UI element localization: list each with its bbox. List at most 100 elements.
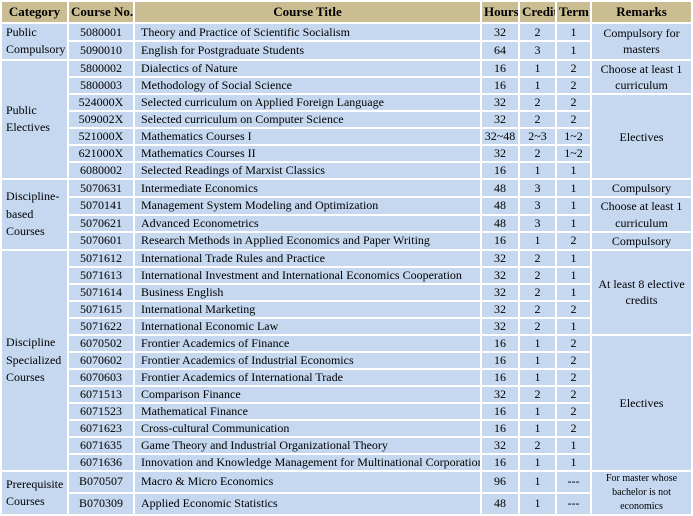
credit-cell: 3 [520, 198, 555, 214]
category-cell: Public Compulsory [2, 24, 67, 59]
term-cell: --- [557, 493, 590, 514]
hours-cell: 32 [482, 95, 518, 111]
table-row: 5090010 English for Postgraduate Student… [2, 42, 691, 59]
course-no-cell: 509002X [69, 112, 133, 128]
remarks-cell: Compulsory [592, 180, 691, 197]
course-title-cell: Business English [135, 284, 480, 300]
category-cell: Discipline Specialized Courses [2, 250, 67, 470]
hours-cell: 32 [482, 301, 518, 317]
remarks-cell: Choose at least 1 curriculum [592, 60, 691, 94]
table-row: 5070601 Research Methods in Applied Econ… [2, 232, 691, 249]
hours-cell: 48 [482, 215, 518, 231]
course-title-cell: Cross-cultural Communication [135, 420, 480, 436]
hours-cell: 16 [482, 77, 518, 94]
credit-cell: 1 [520, 77, 555, 94]
hours-cell: 32 [482, 284, 518, 300]
credit-cell: 2 [520, 318, 555, 334]
course-no-cell: 6071636 [69, 454, 133, 470]
hours-cell: 96 [482, 471, 518, 492]
table-row: 6071523 Mathematical Finance 16 1 2 [2, 403, 691, 419]
course-title-cell: International Investment and Internation… [135, 267, 480, 283]
header-row: Category Course No. Course Title Hours C… [2, 2, 691, 22]
credit-cell: 2 [520, 112, 555, 128]
header-term: Term [557, 2, 590, 22]
hours-cell: 16 [482, 163, 518, 179]
table-row: 621000X Mathematics Courses II 32 2 1~2 [2, 146, 691, 162]
table-row: 6071623 Cross-cultural Communication 16 … [2, 420, 691, 436]
term-cell: 1 [557, 24, 590, 41]
table-row: 5071614 Business English 32 2 1 [2, 284, 691, 300]
term-cell: 2 [557, 420, 590, 436]
course-no-cell: 6070602 [69, 352, 133, 368]
credit-cell: 2 [520, 284, 555, 300]
course-no-cell: 5071622 [69, 318, 133, 334]
hours-cell: 32 [482, 318, 518, 334]
course-title-cell: Macro & Micro Economics [135, 471, 480, 492]
course-no-cell: B070507 [69, 471, 133, 492]
term-cell: --- [557, 471, 590, 492]
course-no-cell: 5070141 [69, 198, 133, 214]
term-cell: 1 [557, 215, 590, 231]
term-cell: 1 [557, 267, 590, 283]
course-title-cell: Game Theory and Industrial Organizationa… [135, 437, 480, 453]
credit-cell: 1 [520, 420, 555, 436]
remarks-cell: Compulsory [592, 232, 691, 249]
header-hours: Hours [482, 2, 518, 22]
term-cell: 2 [557, 352, 590, 368]
term-cell: 1 [557, 163, 590, 179]
term-cell: 2 [557, 77, 590, 94]
course-no-cell: 5071613 [69, 267, 133, 283]
course-title-cell: Comparison Finance [135, 386, 480, 402]
table-row: Public Compulsory 5080001 Theory and Pra… [2, 24, 691, 59]
table-row: 524000X Selected curriculum on Applied F… [2, 95, 691, 179]
hours-cell: 32~48 [482, 129, 518, 145]
course-no-cell: 521000X [69, 129, 133, 145]
course-title-cell: Selected Readings of Marxist Classics [135, 163, 480, 179]
course-no-cell: 6070502 [69, 335, 133, 351]
header-course-title: Course Title [135, 2, 480, 22]
course-no-cell: 5071615 [69, 301, 133, 317]
term-cell: 2 [557, 60, 590, 76]
course-no-cell: 6071623 [69, 420, 133, 436]
hours-cell: 16 [482, 369, 518, 385]
course-no-cell: 5070621 [69, 215, 133, 231]
course-no-cell: 5080001 [69, 24, 133, 41]
course-title-cell: International Trade Rules and Practice [135, 250, 480, 266]
credit-cell: 1 [520, 493, 555, 514]
course-title-cell: Frontier Academics of Finance [135, 335, 480, 351]
hours-cell: 64 [482, 42, 518, 59]
hours-cell: 48 [482, 198, 518, 214]
course-title-cell: Selected curriculum on Applied Foreign L… [135, 95, 480, 111]
remarks-cell: For master whose bachelor is not economi… [592, 471, 691, 514]
credit-cell: 1 [520, 163, 555, 179]
course-title-cell: Advanced Econometrics [135, 215, 480, 231]
hours-cell: 48 [482, 493, 518, 514]
course-no-cell: 5071612 [69, 250, 133, 266]
credit-cell: 1 [520, 454, 555, 470]
category-cell: Prerequisite Courses [2, 471, 67, 514]
remarks-cell: Choose at least 1 curriculum [592, 198, 691, 231]
hours-cell: 32 [482, 112, 518, 128]
remarks-cell: Electives [592, 95, 691, 179]
table-row: 6071636 Innovation and Knowledge Managem… [2, 454, 691, 470]
course-no-cell: 5070601 [69, 232, 133, 249]
category-cell: Discipline-based Courses [2, 180, 67, 249]
credit-cell: 2 [520, 250, 555, 266]
term-cell: 2 [557, 369, 590, 385]
credit-cell: 1 [520, 335, 555, 351]
course-no-cell: 6071523 [69, 403, 133, 419]
course-title-cell: Mathematics Courses I [135, 129, 480, 145]
hours-cell: 32 [482, 146, 518, 162]
table-row: 6070502 Frontier Academics of Finance 16… [2, 335, 691, 470]
course-title-cell: Mathematics Courses II [135, 146, 480, 162]
course-no-cell: B070309 [69, 493, 133, 514]
course-no-cell: 5090010 [69, 42, 133, 59]
course-title-cell: Dialectics of Nature [135, 60, 480, 76]
course-no-cell: 524000X [69, 95, 133, 111]
table-row: Public Electives 5800002 Dialectics of N… [2, 60, 691, 179]
table-row: 6071513 Comparison Finance 32 2 2 [2, 386, 691, 402]
course-title-cell: Innovation and Knowledge Management for … [135, 454, 480, 470]
course-title-cell: International Marketing [135, 301, 480, 317]
credit-cell: 1 [520, 403, 555, 419]
term-cell: 1 [557, 284, 590, 300]
